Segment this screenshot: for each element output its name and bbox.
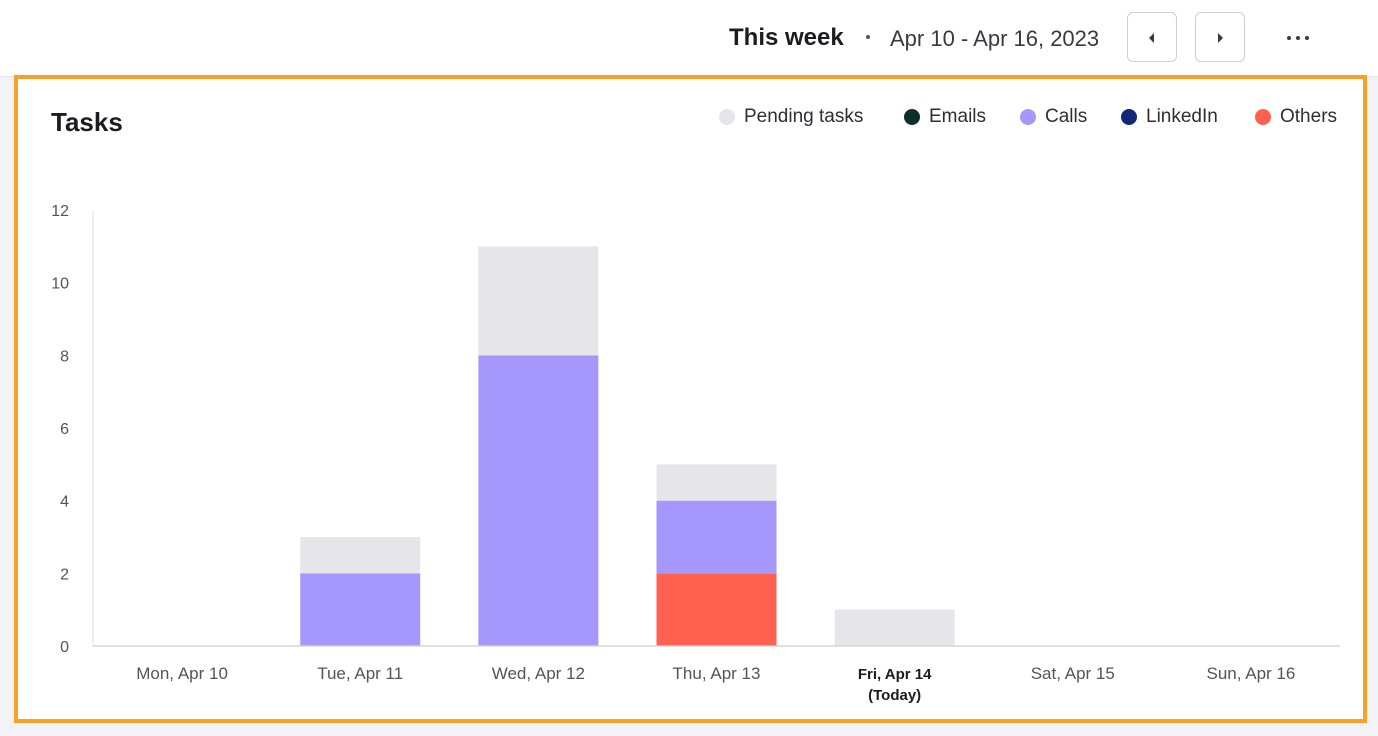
x-tick-label: Sun, Apr 16	[1207, 664, 1296, 683]
bar-calls[interactable]	[300, 573, 421, 646]
period-title: This week	[729, 24, 844, 51]
legend-label: Others	[1280, 106, 1338, 127]
tasks-chart-panel: 0 2 4 6 8 10 12 Mon, Apr 10 Tue, Apr 11 Wed, Apr …	[14, 75, 1367, 723]
y-tick-label: 0	[60, 639, 69, 656]
legend-item-emails[interactable]: Emails	[904, 105, 986, 129]
x-tick-label: Wed, Apr 12	[492, 664, 585, 683]
legend-swatch	[904, 109, 920, 125]
bar-pending-tasks[interactable]	[834, 609, 955, 646]
y-tick-label: 4	[60, 494, 69, 511]
legend-swatch	[1121, 109, 1137, 125]
today-label: (Today)	[868, 687, 921, 704]
tasks-chart: 0 2 4 6 8 10 12 Mon, Apr 10 Tue, Apr 11 Wed, Apr …	[51, 203, 1340, 704]
more-options-button[interactable]	[1278, 22, 1322, 54]
bar-others[interactable]	[656, 573, 777, 646]
more-dot	[1296, 36, 1300, 40]
bar-pending-tasks[interactable]	[478, 246, 599, 356]
x-tick-label: Mon, Apr 10	[136, 664, 228, 683]
top-bar: This week Apr 10 - Apr 16, 2023	[0, 0, 1378, 77]
chart-title: Tasks	[51, 107, 123, 137]
y-tick-label: 8	[60, 348, 69, 365]
y-tick-label: 2	[60, 566, 69, 583]
legend-swatch	[1255, 109, 1271, 125]
separator-dot	[866, 35, 870, 39]
x-tick-label: Fri, Apr 14	[858, 666, 932, 683]
next-week-button[interactable]	[1195, 12, 1245, 62]
caret-left-icon	[1149, 33, 1154, 43]
legend-label: Calls	[1045, 106, 1088, 127]
x-tick-label: Sat, Apr 15	[1031, 664, 1115, 683]
more-dots-icon	[1287, 36, 1291, 40]
bar-pending-tasks[interactable]	[300, 537, 421, 574]
x-tick-label: Thu, Apr 13	[673, 664, 761, 683]
y-tick-label: 6	[60, 421, 69, 438]
legend-label: LinkedIn	[1146, 106, 1218, 127]
previous-week-button[interactable]	[1127, 12, 1177, 62]
legend-label: Pending tasks	[744, 106, 864, 127]
legend-swatch	[719, 109, 735, 125]
legend-label: Emails	[929, 106, 987, 127]
legend-item-pending-tasks[interactable]: Pending tasks	[719, 105, 863, 129]
date-range: Apr 10 - Apr 16, 2023	[890, 26, 1100, 51]
legend-item-linkedin[interactable]: LinkedIn	[1121, 105, 1218, 129]
bar-calls[interactable]	[656, 500, 777, 574]
legend-item-calls[interactable]: Calls	[1020, 105, 1087, 129]
x-tick-label: Tue, Apr 11	[317, 664, 403, 683]
legend-swatch	[1020, 109, 1036, 125]
caret-right-icon	[1218, 33, 1223, 43]
y-tick-label: 10	[51, 276, 69, 293]
bar-pending-tasks[interactable]	[656, 464, 777, 501]
more-dot	[1305, 36, 1309, 40]
y-tick-label: 12	[51, 203, 69, 220]
legend-item-others[interactable]: Others	[1255, 105, 1337, 129]
bar-calls[interactable]	[478, 355, 599, 646]
